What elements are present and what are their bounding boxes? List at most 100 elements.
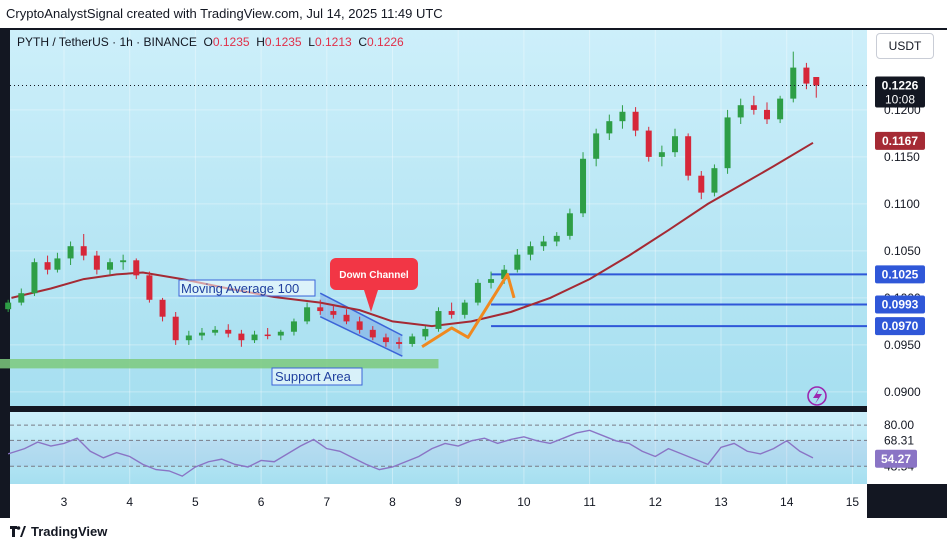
y-tick-label: 0.1100 bbox=[884, 197, 920, 211]
candle-body bbox=[238, 333, 245, 341]
y-tick-label: 0.1050 bbox=[884, 244, 921, 258]
low-value: 0.1213 bbox=[314, 35, 352, 49]
candle-body bbox=[488, 279, 495, 283]
candle-body bbox=[251, 334, 258, 341]
candle-body bbox=[120, 260, 127, 263]
x-tick-label: 10 bbox=[517, 495, 531, 509]
open-label: O bbox=[203, 35, 213, 49]
candle-body bbox=[44, 262, 51, 270]
level-badge-bg bbox=[875, 295, 925, 314]
ma-label-box bbox=[178, 279, 316, 297]
candle-body bbox=[422, 328, 429, 337]
candle-body bbox=[606, 121, 613, 134]
channel-upper-line bbox=[319, 292, 403, 337]
last-price-badge-bg bbox=[875, 76, 925, 108]
annotations: Moving Average 100 Down Channel Support Ar… bbox=[178, 258, 418, 386]
candle-body bbox=[198, 332, 205, 336]
currency-button[interactable]: USDT bbox=[876, 33, 934, 59]
candle-body bbox=[645, 130, 652, 157]
candle-body bbox=[540, 241, 547, 247]
symbol-legend: PYTH / TetherUS · 1h · BINANCE O0.1235 H… bbox=[17, 35, 404, 49]
replay-icon[interactable] bbox=[807, 386, 827, 406]
x-tick-label: 7 bbox=[323, 495, 330, 509]
candle-body bbox=[317, 307, 324, 312]
candle-body bbox=[711, 168, 718, 193]
projection-path bbox=[421, 272, 516, 349]
x-tick-label: 8 bbox=[389, 495, 396, 509]
y-tick-label: 0.0950 bbox=[884, 338, 921, 352]
x-tick-label: 14 bbox=[780, 495, 794, 509]
candle-body bbox=[474, 282, 481, 303]
candle-body bbox=[527, 246, 534, 255]
support-label: Support Area bbox=[275, 369, 352, 384]
candle-body bbox=[185, 335, 192, 341]
candle-body bbox=[553, 235, 560, 242]
rsi-band bbox=[10, 440, 867, 467]
open-value: 0.1235 bbox=[212, 35, 250, 49]
candle-body bbox=[658, 152, 665, 157]
candle-body bbox=[435, 311, 442, 329]
footer-brand: TradingView bbox=[31, 524, 108, 539]
candle-body bbox=[277, 331, 284, 336]
y-tick-label: 0.1150 bbox=[884, 150, 920, 164]
candle-body bbox=[619, 111, 626, 122]
x-tick-label: 3 bbox=[61, 495, 68, 509]
candle-body bbox=[750, 105, 757, 110]
support-label-box bbox=[271, 367, 363, 386]
x-tick-label: 6 bbox=[258, 495, 265, 509]
high-label: H bbox=[256, 35, 265, 49]
candle-body bbox=[93, 255, 100, 270]
candle-body bbox=[514, 254, 521, 270]
candle-body bbox=[54, 258, 61, 270]
tradingview-logo[interactable]: TradingView bbox=[10, 524, 107, 539]
candle-body bbox=[566, 213, 573, 236]
candle-body bbox=[501, 269, 508, 280]
y-tick-label: 0.0900 bbox=[884, 385, 921, 399]
horizontal-levels bbox=[491, 273, 867, 328]
candle-body bbox=[724, 117, 731, 169]
candle-body bbox=[763, 109, 770, 120]
rsi-tick-label: 68.31 bbox=[884, 433, 914, 447]
support-area bbox=[0, 359, 439, 369]
projection-line bbox=[421, 272, 516, 349]
x-tick-label: 5 bbox=[192, 495, 199, 509]
level-badge-bg bbox=[875, 265, 925, 284]
top-caption-bar: CryptoAnalystSignal created with Trading… bbox=[0, 0, 947, 28]
time-axis bbox=[10, 484, 867, 518]
level-badge: 0.0993 bbox=[882, 297, 919, 311]
candle-body bbox=[343, 314, 350, 322]
moving-average-line bbox=[11, 141, 814, 328]
candle-body bbox=[264, 334, 271, 337]
candle-body bbox=[18, 293, 25, 303]
x-tick-label: 9 bbox=[455, 495, 462, 509]
footer-bar bbox=[0, 518, 947, 550]
candle-body bbox=[369, 329, 376, 338]
candle-body bbox=[382, 337, 389, 343]
x-tick-label: 4 bbox=[126, 495, 133, 509]
candle-body bbox=[813, 77, 820, 86]
rsi-badge-bg bbox=[875, 449, 917, 468]
candle-body bbox=[409, 336, 416, 344]
candle-body bbox=[672, 136, 679, 153]
candle-body bbox=[80, 246, 87, 256]
credit-text: CryptoAnalystSignal created with Trading… bbox=[6, 6, 443, 21]
ma-price-badge-bg bbox=[875, 131, 925, 150]
support-band bbox=[0, 359, 439, 369]
candle-body bbox=[159, 299, 166, 317]
close-label: C bbox=[358, 35, 368, 49]
candle-body bbox=[225, 329, 232, 334]
rsi-badge: 54.27 bbox=[881, 452, 911, 466]
down-channel-label: Down Channel bbox=[339, 270, 409, 281]
level-badge: 0.1025 bbox=[882, 267, 919, 281]
price-pane bbox=[10, 30, 867, 406]
candle-body bbox=[580, 158, 587, 214]
x-tick-label: 11 bbox=[583, 495, 596, 509]
candle-body bbox=[803, 67, 810, 84]
candle-body bbox=[106, 262, 113, 270]
low-label: L bbox=[308, 35, 315, 49]
symbol-name: PYTH / TetherUS · 1h · BINANCE bbox=[17, 35, 197, 49]
ma-price-badge: 0.1167 bbox=[882, 134, 918, 148]
candle-body bbox=[790, 67, 797, 99]
